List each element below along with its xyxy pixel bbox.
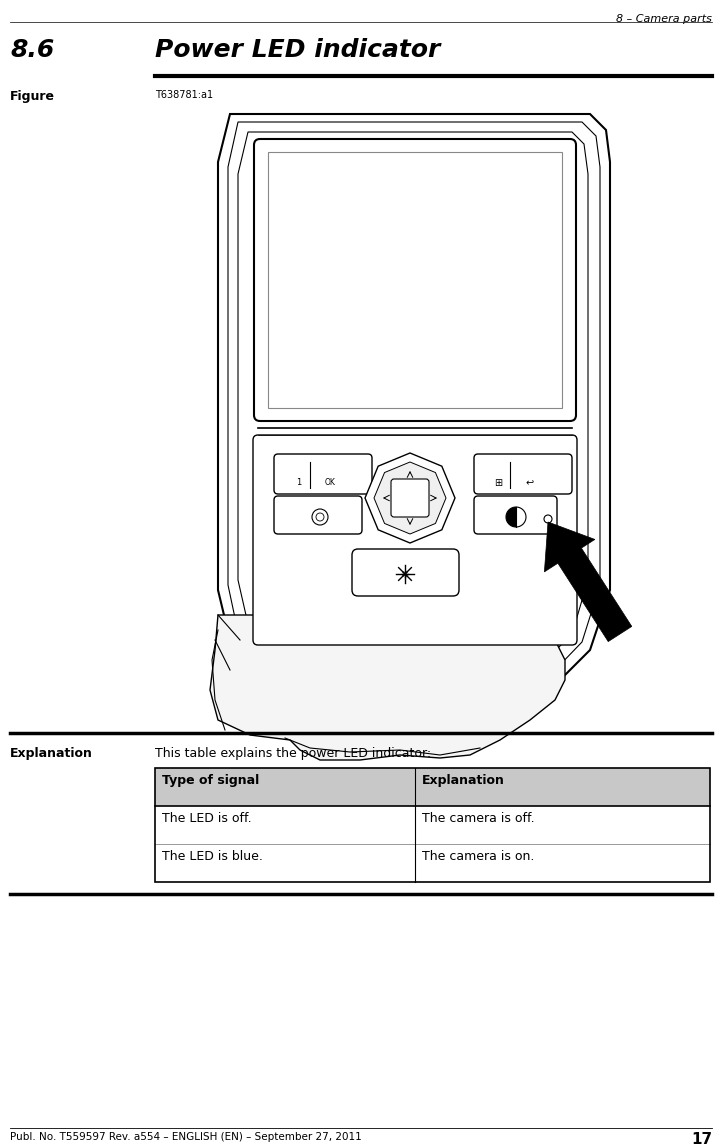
- FancyBboxPatch shape: [253, 435, 577, 645]
- Text: Explanation: Explanation: [422, 774, 505, 787]
- Text: ⊞: ⊞: [494, 477, 502, 488]
- Text: ↩: ↩: [526, 477, 534, 488]
- Circle shape: [544, 515, 552, 523]
- FancyBboxPatch shape: [274, 455, 372, 493]
- Text: Type of signal: Type of signal: [162, 774, 259, 787]
- Text: This table explains the power LED indicator:: This table explains the power LED indica…: [155, 747, 431, 760]
- Bar: [268, 152, 562, 408]
- Text: 8.6: 8.6: [10, 38, 54, 62]
- Polygon shape: [365, 453, 455, 543]
- Polygon shape: [544, 522, 632, 641]
- Text: Explanation: Explanation: [10, 747, 93, 760]
- Bar: [155, 844, 710, 882]
- Text: T638781:a1: T638781:a1: [155, 90, 213, 100]
- Bar: [155, 806, 710, 844]
- Text: OK: OK: [325, 477, 336, 487]
- Text: The camera is off.: The camera is off.: [422, 812, 534, 826]
- FancyBboxPatch shape: [474, 455, 572, 493]
- Text: 17: 17: [691, 1132, 712, 1145]
- Polygon shape: [506, 507, 516, 527]
- Bar: [155, 768, 710, 882]
- FancyBboxPatch shape: [391, 479, 429, 518]
- Text: The LED is blue.: The LED is blue.: [162, 850, 263, 863]
- Text: The LED is off.: The LED is off.: [162, 812, 252, 826]
- Polygon shape: [218, 114, 610, 720]
- Bar: [155, 768, 710, 806]
- Text: The camera is on.: The camera is on.: [422, 850, 534, 863]
- FancyBboxPatch shape: [474, 496, 557, 534]
- Text: 8 – Camera parts: 8 – Camera parts: [616, 14, 712, 24]
- Polygon shape: [210, 615, 565, 760]
- FancyBboxPatch shape: [352, 548, 459, 597]
- Text: 1: 1: [296, 477, 302, 487]
- FancyBboxPatch shape: [254, 139, 576, 421]
- Text: Power LED indicator: Power LED indicator: [155, 38, 440, 62]
- Text: Publ. No. T559597 Rev. a554 – ENGLISH (EN) – September 27, 2011: Publ. No. T559597 Rev. a554 – ENGLISH (E…: [10, 1132, 362, 1142]
- Polygon shape: [374, 461, 446, 534]
- FancyBboxPatch shape: [274, 496, 362, 534]
- Text: Figure: Figure: [10, 90, 55, 103]
